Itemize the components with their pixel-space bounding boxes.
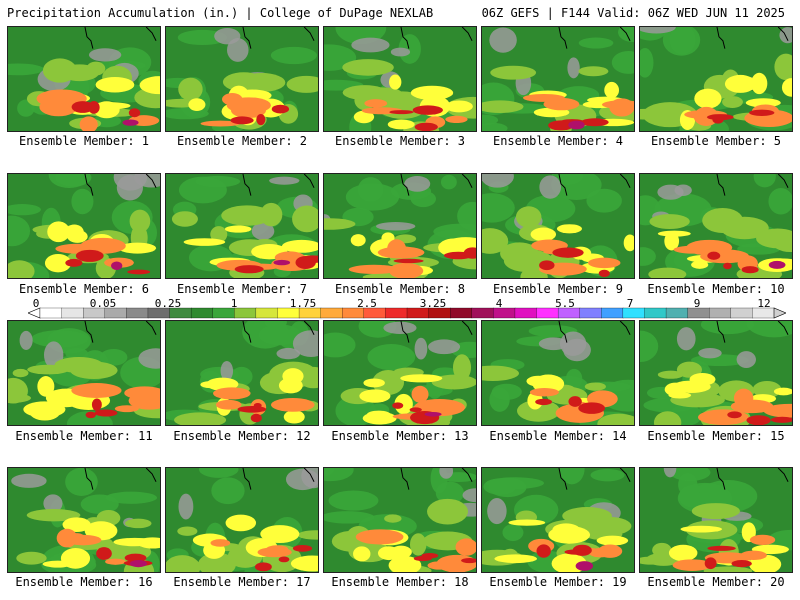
colorbar-swatch bbox=[126, 307, 149, 319]
colorbar-swatch bbox=[644, 307, 667, 319]
ensemble-map-panel bbox=[639, 320, 793, 426]
ensemble-member-label: Ensemble Member: 19 bbox=[489, 575, 627, 589]
ensemble-map-panel bbox=[165, 320, 319, 426]
colorbar bbox=[28, 307, 786, 319]
colorbar-tick-label: 3.25 bbox=[419, 297, 447, 310]
ensemble-member-label: Ensemble Member: 3 bbox=[334, 134, 466, 148]
colorbar-swatch bbox=[665, 307, 689, 319]
colorbar-swatch bbox=[579, 307, 602, 319]
ensemble-map-panel bbox=[323, 26, 477, 132]
colorbar-swatch bbox=[234, 307, 257, 319]
ensemble-map-panel bbox=[481, 26, 635, 132]
ensemble-member-label: Ensemble Member: 16 bbox=[15, 575, 153, 589]
colorbar-swatch bbox=[385, 307, 408, 319]
colorbar-tick-label: 7 bbox=[626, 297, 634, 310]
ensemble-member-label: Ensemble Member: 2 bbox=[176, 134, 308, 148]
ensemble-member-label: Ensemble Member: 6 bbox=[18, 282, 150, 296]
ensemble-map-panel bbox=[165, 173, 319, 279]
colorbar-tick-label: 1 bbox=[230, 297, 238, 310]
ensemble-member-label: Ensemble Member: 8 bbox=[334, 282, 466, 296]
ensemble-member-label: Ensemble Member: 12 bbox=[173, 429, 311, 443]
ensemble-map-panel bbox=[639, 173, 793, 279]
ensemble-member-label: Ensemble Member: 1 bbox=[18, 134, 150, 148]
colorbar-max-arrow bbox=[773, 307, 786, 319]
colorbar-tick-label: 5.5 bbox=[555, 297, 575, 310]
colorbar-tick-label: 0.05 bbox=[89, 297, 117, 310]
ensemble-map-panel bbox=[165, 467, 319, 573]
ensemble-map-panel bbox=[7, 173, 161, 279]
ensemble-member-label: Ensemble Member: 10 bbox=[647, 282, 785, 296]
colorbar-swatch bbox=[471, 307, 495, 319]
colorbar-swatch bbox=[450, 307, 473, 319]
ensemble-map-panel bbox=[639, 26, 793, 132]
ensemble-map-panel bbox=[165, 26, 319, 132]
ensemble-map-panel bbox=[7, 320, 161, 426]
ensemble-member-label: Ensemble Member: 15 bbox=[647, 429, 785, 443]
colorbar-swatch bbox=[320, 307, 343, 319]
colorbar-tick-label: 2.5 bbox=[357, 297, 377, 310]
colorbar-tick-label: 1.75 bbox=[289, 297, 317, 310]
colorbar-tick-label: 0.25 bbox=[154, 297, 182, 310]
colorbar-swatch bbox=[514, 307, 538, 319]
colorbar-swatch bbox=[190, 307, 214, 319]
colorbar-tick-label: 4 bbox=[495, 297, 503, 310]
colorbar-swatch bbox=[39, 307, 63, 319]
ensemble-map-panel bbox=[323, 320, 477, 426]
ensemble-member-label: Ensemble Member: 7 bbox=[176, 282, 308, 296]
colorbar-swatch bbox=[730, 307, 754, 319]
colorbar-tick-label: 9 bbox=[693, 297, 701, 310]
ensemble-member-label: Ensemble Member: 17 bbox=[173, 575, 311, 589]
ensemble-member-label: Ensemble Member: 14 bbox=[489, 429, 627, 443]
colorbar-swatch bbox=[601, 307, 624, 319]
ensemble-map-panel bbox=[7, 26, 161, 132]
ensemble-member-label: Ensemble Member: 9 bbox=[492, 282, 624, 296]
ensemble-map-panel bbox=[639, 467, 793, 573]
run-info: 06Z GEFS | F144 Valid: 06Z WED JUN 11 20… bbox=[481, 6, 785, 20]
colorbar-tick-label: 0 bbox=[32, 297, 40, 310]
ensemble-member-label: Ensemble Member: 20 bbox=[647, 575, 785, 589]
ensemble-map-panel bbox=[481, 320, 635, 426]
ensemble-member-label: Ensemble Member: 18 bbox=[331, 575, 469, 589]
ensemble-map-panel bbox=[323, 173, 477, 279]
colorbar-swatch bbox=[255, 307, 279, 319]
ensemble-map-panel bbox=[481, 467, 635, 573]
ensemble-map-panel bbox=[323, 467, 477, 573]
page-title: Precipitation Accumulation (in.) | Colle… bbox=[7, 6, 434, 20]
colorbar-swatch bbox=[61, 307, 84, 319]
colorbar-tick-label: 12 bbox=[757, 297, 771, 310]
colorbar-swatch bbox=[709, 307, 732, 319]
ensemble-member-label: Ensemble Member: 5 bbox=[650, 134, 782, 148]
ensemble-member-label: Ensemble Member: 11 bbox=[15, 429, 153, 443]
ensemble-map-panel bbox=[7, 467, 161, 573]
ensemble-member-label: Ensemble Member: 13 bbox=[331, 429, 469, 443]
ensemble-map-panel bbox=[481, 173, 635, 279]
ensemble-member-label: Ensemble Member: 4 bbox=[492, 134, 624, 148]
